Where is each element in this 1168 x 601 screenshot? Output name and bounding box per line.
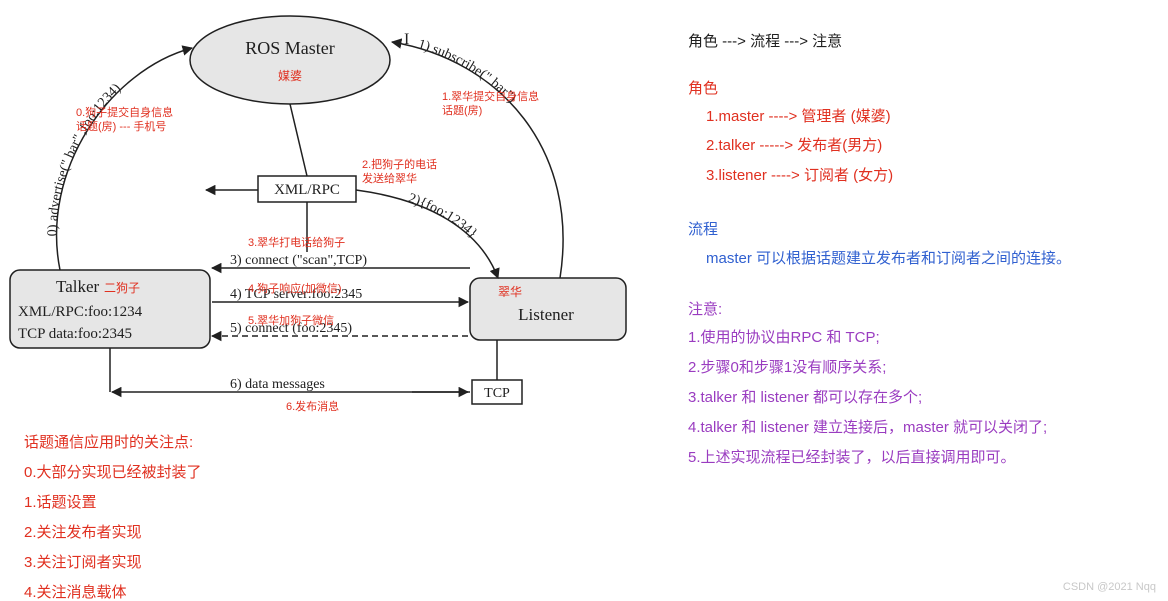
right-panel: 角色 ---> 流程 ---> 注意 角色 1.master ----> 管理者… xyxy=(688,30,1158,473)
conn6-label: 6) data messages xyxy=(230,377,325,392)
left-footer-4: 4.关注消息载体 xyxy=(24,578,202,601)
arc-left-label: 0) advertise(" bar" ,foo:1234) xyxy=(46,81,125,237)
roles-list: 1.master ----> 管理者 (媒婆) 2.talker -----> … xyxy=(688,102,1158,190)
notice-5: 5.上述实现流程已经封装了，以后直接调用即可。 xyxy=(688,443,1158,473)
note-step6: 6.发布消息 xyxy=(286,398,339,414)
notice-4: 4.talker 和 listener 建立连接后，master 就可以关闭了; xyxy=(688,413,1158,443)
talker-line1: XML/RPC:foo:1234 xyxy=(18,304,143,320)
flow-title: 流程 xyxy=(688,218,1158,239)
roles-title: 角色 xyxy=(688,77,1158,98)
note-step2: 2.把狗子的电话 发送给翠华 xyxy=(362,158,437,187)
talker-line2: TCP data:foo:2345 xyxy=(18,326,132,342)
left-footer-2: 2.关注发布者实现 xyxy=(24,518,202,548)
left-footer-1: 1.话题设置 xyxy=(24,488,202,518)
notice-title: 注意: xyxy=(688,298,1158,319)
note-step4: 4.狗子响应(加微信) xyxy=(248,280,342,296)
conn3-label: 3) connect ("scan",TCP) xyxy=(230,253,367,268)
note-step1: 1.翠华提交自身信息 话题(房) xyxy=(442,90,539,119)
notice-list: 1.使用的协议由RPC 和 TCP; 2.步骤0和步骤1没有顺序关系; 3.ta… xyxy=(688,323,1158,473)
left-footer-title: 话题通信应用时的关注点: xyxy=(24,428,202,458)
talker-nickname: 二狗子 xyxy=(104,281,140,295)
edge-master-xmlrpc xyxy=(290,104,307,176)
role-2: 2.talker -----> 发布者(男方) xyxy=(706,131,1158,160)
role-3: 3.listener ----> 订阅者 (女方) xyxy=(706,161,1158,190)
notice-2: 2.步骤0和步骤1没有顺序关系; xyxy=(688,353,1158,383)
listener-nickname: 翠华 xyxy=(498,285,522,299)
role-1: 1.master ----> 管理者 (媒婆) xyxy=(706,102,1158,131)
note-step3: 3.翠华打电话给狗子 xyxy=(248,234,345,250)
master-subtitle: 媒婆 xyxy=(278,69,302,83)
left-footer-3: 3.关注订阅者实现 xyxy=(24,548,202,578)
left-footer: 话题通信应用时的关注点: 0.大部分实现已经被封装了 1.话题设置 2.关注发布… xyxy=(24,428,202,601)
node-master xyxy=(190,16,390,104)
arc-mid-label: 2){foo:1234} xyxy=(406,191,480,242)
note-step0: 0.狗子提交自身信息 话题(房) --- 手机号 xyxy=(76,106,173,135)
notice-1: 1.使用的协议由RPC 和 TCP; xyxy=(688,323,1158,353)
master-title: ROS Master xyxy=(245,38,335,58)
talker-title: Talker xyxy=(56,277,100,296)
notice-3: 3.talker 和 listener 都可以存在多个; xyxy=(688,383,1158,413)
flow-body: master 可以根据话题建立发布者和订阅者之间的连接。 xyxy=(688,247,1158,268)
listener-title: Listener xyxy=(518,305,574,324)
note-step5: 5.翠华加狗子微信 xyxy=(248,312,334,328)
right-header: 角色 ---> 流程 ---> 注意 xyxy=(688,30,1158,51)
left-footer-0: 0.大部分实现已经被封装了 xyxy=(24,458,202,488)
ros-diagram: ROS Master 媒婆 I XML/RPC Talker 二狗子 XML/R… xyxy=(0,0,660,420)
watermark: CSDN @2021 Nqq xyxy=(1063,581,1156,593)
edge-advertise xyxy=(57,48,192,270)
xmlrpc-label: XML/RPC xyxy=(274,182,340,198)
tcp-label: TCP xyxy=(484,386,510,401)
